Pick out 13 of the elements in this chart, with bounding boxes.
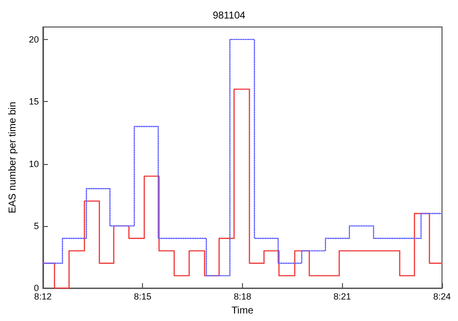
- y-tick-label: 10: [28, 158, 39, 169]
- x-tick-label: 8:18: [234, 292, 252, 302]
- x-axis-title: Time: [232, 306, 254, 316]
- x-tick-label: 8:24: [433, 292, 451, 302]
- x-tick-label: 8:21: [333, 292, 351, 302]
- x-tick-label: 8:12: [34, 292, 52, 302]
- y-tick-label: 5: [34, 220, 39, 231]
- y-tick-label: 15: [28, 96, 39, 107]
- x-tick-label: 8:15: [134, 292, 152, 302]
- y-tick-label: 0: [34, 283, 39, 294]
- y-axis-title: EAS number per time bin: [8, 102, 18, 214]
- chart-title: 981104: [212, 10, 246, 22]
- y-tick-label: 20: [28, 34, 39, 44]
